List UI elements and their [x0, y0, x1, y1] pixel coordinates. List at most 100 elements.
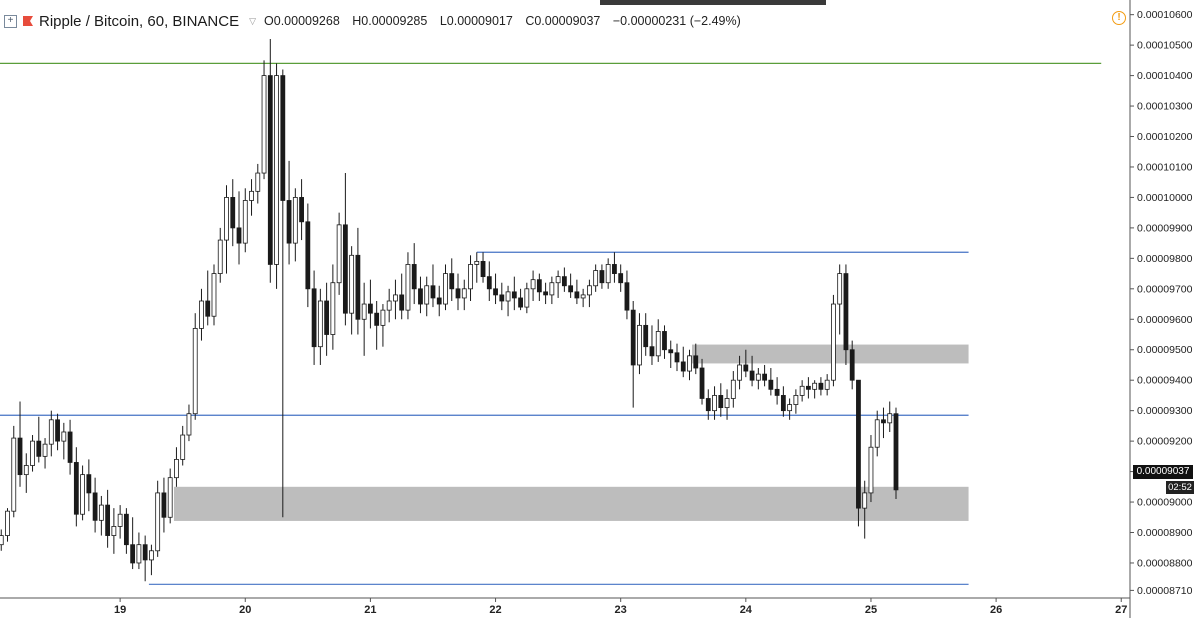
- candle-body: [549, 282, 555, 296]
- candle-body: [418, 288, 423, 305]
- candle-body: [436, 297, 442, 305]
- candle-body: [255, 172, 261, 192]
- candle-body: [680, 361, 686, 372]
- x-tick-label: 20: [239, 604, 251, 616]
- x-tick-label: 25: [865, 604, 877, 616]
- candle-body: [386, 300, 392, 311]
- y-tick-label: 0.00010200: [1137, 131, 1193, 143]
- candle-body: [411, 264, 417, 290]
- candle-body: [155, 492, 161, 552]
- candle-body: [374, 312, 380, 326]
- y-tick-label: 0.00008800: [1137, 557, 1193, 569]
- candle-body: [887, 413, 893, 424]
- plus-square-icon[interactable]: +: [4, 14, 17, 28]
- candle-body: [461, 288, 467, 299]
- candle-body: [530, 279, 536, 290]
- candle-body: [618, 273, 624, 284]
- candle-body: [180, 434, 186, 460]
- y-tick-label: 0.00010600: [1137, 9, 1193, 21]
- candle-body: [655, 331, 661, 357]
- y-tick-label: 0.00009800: [1137, 253, 1193, 265]
- candle-body: [449, 273, 455, 290]
- candle-body: [111, 526, 117, 536]
- candle-body: [493, 288, 498, 296]
- candle-body: [355, 254, 361, 320]
- candles: [0, 39, 899, 582]
- flag-icon[interactable]: [23, 16, 33, 26]
- candle-body: [468, 264, 473, 290]
- candle-body: [17, 437, 23, 476]
- candle-body: [831, 303, 836, 381]
- candle-body: [92, 492, 98, 521]
- y-tick-label: 0.00009000: [1137, 497, 1193, 509]
- candle-body: [718, 395, 724, 409]
- candle-body: [868, 446, 874, 494]
- candle-body: [342, 224, 348, 314]
- candle-body: [856, 379, 861, 509]
- candle-body: [787, 404, 793, 412]
- candle-body: [743, 364, 749, 372]
- candle-body: [818, 382, 824, 390]
- chart-header: + Ripple / Bitcoin, 60, BINANCE ▽ O0.000…: [4, 10, 750, 32]
- candle-body: [561, 276, 567, 287]
- candle-body: [48, 419, 54, 445]
- x-tick-label: 24: [740, 604, 753, 616]
- candle-body: [805, 385, 811, 390]
- candle-body: [230, 197, 236, 229]
- y-tick-label: 0.00009300: [1137, 405, 1193, 417]
- candle-body: [167, 477, 173, 518]
- candle-body: [267, 75, 273, 265]
- candle-body: [249, 190, 254, 201]
- y-tick-label: 0.00009200: [1137, 436, 1193, 448]
- candle-body: [380, 309, 386, 326]
- candle-body: [5, 510, 10, 536]
- candle-body: [505, 291, 511, 302]
- candle-body: [881, 419, 886, 424]
- candle-body: [274, 75, 279, 265]
- open-value: O0.00009268: [264, 14, 340, 28]
- candle-body: [149, 550, 154, 561]
- candle-body: [524, 288, 530, 308]
- candle-body: [793, 395, 799, 405]
- y-tick-label: 0.00010500: [1137, 40, 1193, 52]
- zones: [173, 344, 969, 521]
- support-zone: [173, 486, 969, 521]
- candle-body: [587, 285, 592, 296]
- candle-body: [142, 544, 148, 561]
- warning-icon[interactable]: !: [1112, 11, 1126, 25]
- y-tick-label: 0.00010300: [1137, 101, 1193, 113]
- candle-body: [843, 273, 849, 351]
- candle-body: [199, 300, 204, 329]
- countdown-tag: 02:52: [1166, 481, 1194, 494]
- candle-body: [762, 373, 767, 381]
- candle-body: [812, 382, 818, 390]
- candle-body: [649, 346, 655, 357]
- candle-body: [67, 431, 73, 463]
- chevron-down-icon[interactable]: ▽: [249, 15, 257, 26]
- candle-body: [474, 260, 480, 265]
- candle-body: [543, 291, 549, 296]
- candle-body: [161, 492, 167, 518]
- candle-body: [211, 273, 217, 317]
- candle-body: [874, 419, 880, 448]
- window-top-bar: [600, 0, 826, 5]
- candle-body: [674, 352, 680, 363]
- candle-body: [849, 349, 855, 381]
- horizontal-lines: [0, 62, 1102, 585]
- candle-body: [324, 300, 330, 335]
- candle-body: [11, 437, 17, 512]
- candle-body: [624, 282, 630, 311]
- y-tick-label: 0.00009400: [1137, 375, 1193, 387]
- y-tick-label: 0.00010100: [1137, 161, 1193, 173]
- candle-body: [480, 260, 486, 278]
- candle-body: [280, 75, 286, 201]
- candle-body: [443, 273, 448, 305]
- symbol-title[interactable]: Ripple / Bitcoin, 60, BINANCE: [39, 12, 240, 30]
- candle-body: [430, 285, 436, 299]
- candle-body: [737, 364, 742, 381]
- candle-body: [0, 535, 4, 546]
- candle-body: [724, 398, 730, 409]
- candle-body: [862, 492, 868, 509]
- candle-body: [55, 419, 60, 442]
